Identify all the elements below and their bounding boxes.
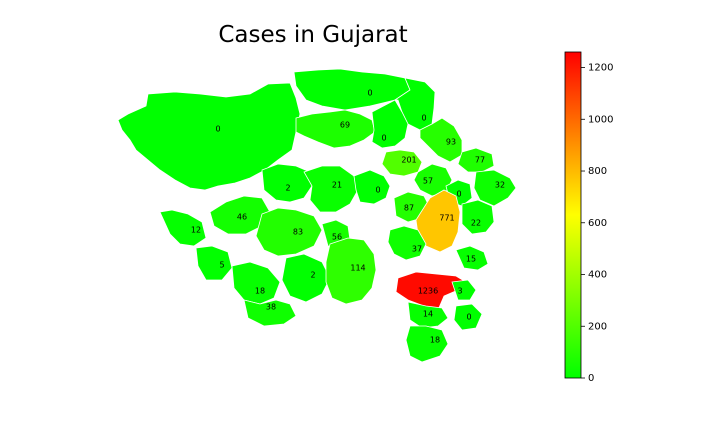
district-panchmahal <box>461 199 495 235</box>
district-amreli <box>281 253 331 303</box>
district-label-morbi: 2 <box>285 184 290 193</box>
district-label-gandhinagar: 201 <box>401 156 416 165</box>
colorbar-tick-label: 0 <box>588 373 594 384</box>
district-narmada <box>455 245 489 271</box>
district-label-mehsana: 0 <box>381 134 386 143</box>
district-label-narmada: 15 <box>466 255 476 264</box>
district-mehsana <box>371 99 409 149</box>
district-label-botad: 56 <box>332 233 342 242</box>
district-label-rajkot: 83 <box>293 228 303 237</box>
district-label-sabarkantha: 0 <box>421 114 426 123</box>
district-label-bhavnagar: 114 <box>350 264 365 273</box>
district-valsad <box>405 325 449 363</box>
district-rajkot <box>255 207 323 257</box>
district-label-vadodara: 771 <box>439 214 454 223</box>
district-label-kutch: 0 <box>215 125 220 134</box>
district-label-junagadh: 18 <box>255 287 265 296</box>
district-navsari <box>407 301 449 329</box>
districts-layer <box>117 68 517 363</box>
district-sabarkantha <box>393 77 436 131</box>
district-label-valsad: 18 <box>430 336 440 345</box>
district-label-surendranagar: 21 <box>332 181 342 190</box>
district-label-bharuch: 37 <box>412 245 422 254</box>
district-label-gir-somnath: 38 <box>266 303 276 312</box>
district-vadodara <box>415 189 461 253</box>
district-label-patan: 69 <box>340 121 350 130</box>
colorbar-gradient <box>564 51 582 379</box>
district-surendranagar <box>303 165 359 213</box>
district-arvalli <box>419 117 463 163</box>
district-label-dang: 0 <box>466 313 471 322</box>
district-label-dahod: 32 <box>495 181 505 190</box>
colorbar-tick-label: 200 <box>588 321 607 332</box>
district-label-devbhumi-dwarka: 12 <box>191 226 201 235</box>
map-title: Cases in Gujarat <box>218 22 408 48</box>
district-dang <box>453 303 483 331</box>
district-label-panchmahal: 22 <box>471 219 481 228</box>
district-label-amreli: 2 <box>310 271 315 280</box>
district-dahod <box>473 169 517 207</box>
colorbar <box>564 51 582 379</box>
district-morbi <box>261 163 313 203</box>
district-label-mahisagar: 77 <box>475 156 485 165</box>
district-devbhumi-dwarka <box>159 209 207 247</box>
district-label-jamnagar: 46 <box>237 213 247 222</box>
district-label-kheda: 0 <box>456 190 461 199</box>
colorbar-tick-label: 1000 <box>588 114 613 125</box>
district-label-arvalli: 93 <box>446 138 456 147</box>
district-kutch <box>117 82 301 191</box>
district-junagadh <box>231 261 281 305</box>
district-label-anand: 87 <box>404 204 414 213</box>
district-ahmedabad-rural <box>353 169 391 205</box>
district-porbandar <box>195 245 233 281</box>
district-gir-somnath <box>243 299 297 327</box>
district-label-ahmedabad-north: 57 <box>423 177 433 186</box>
district-label-porbandar: 5 <box>219 261 224 270</box>
colorbar-tick-label: 400 <box>588 270 607 281</box>
colorbar-tick-label: 600 <box>588 218 607 229</box>
district-tapi <box>451 279 477 301</box>
district-bharuch <box>387 225 427 261</box>
district-label-tapi: 3 <box>457 287 462 296</box>
colorbar-tick-label: 1200 <box>588 63 613 74</box>
district-label-navsari: 14 <box>423 310 433 319</box>
district-label-surat: 1236 <box>418 287 438 296</box>
district-label-ahmedabad-rural: 0 <box>375 186 380 195</box>
district-bhavnagar <box>325 237 377 305</box>
colorbar-tick-label: 800 <box>588 166 607 177</box>
district-mahisagar <box>457 147 495 173</box>
district-label-banaskantha: 0 <box>367 89 372 98</box>
district-surat <box>395 271 467 311</box>
colorbar-ticks: 0 200 400 600 800 1000 1200 <box>581 63 613 384</box>
district-patan <box>295 109 376 149</box>
